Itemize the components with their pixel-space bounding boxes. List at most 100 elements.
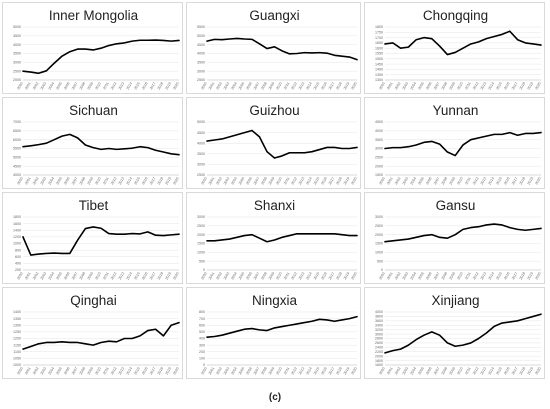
y-tick-label: 3500 <box>197 152 205 156</box>
y-tick-label: 2000 <box>375 164 383 168</box>
x-tick-label: 2003 <box>402 177 409 186</box>
x-tick-label: 2018 <box>335 82 342 91</box>
x-tick-label: 2003 <box>402 272 409 281</box>
series-line-0 <box>22 321 180 350</box>
chart-title: Chongqing <box>423 8 488 23</box>
chart-panel-guangxi: Guangxi 2500 3000 3500 4000 4500 5000 5500 2000 2… <box>186 2 361 94</box>
x-tick-label: 2013 <box>298 272 305 281</box>
y-tick-label: 1500 <box>197 242 205 246</box>
x-tick-label: 2012 <box>110 367 117 376</box>
x-tick-label: 2013 <box>480 272 487 281</box>
x-tick-label: 2017 <box>328 272 335 281</box>
y-tick-label: 4000 <box>13 173 21 177</box>
y-tick-label: 2000 <box>375 233 383 237</box>
y-tick-label: 300 <box>199 343 205 347</box>
x-tick-label: 2014 <box>488 82 495 91</box>
x-tick-label: 2016 <box>141 367 148 376</box>
x-tick-label: 2014 <box>305 82 312 91</box>
y-tick-label: 4500 <box>375 120 383 124</box>
x-tick-label: 2014 <box>488 367 495 376</box>
chart-ningxia: Ningxia 0 100 200 300 400 500 600 700 800 2000 2001… <box>199 293 358 376</box>
x-tick-label: 2008 <box>260 272 267 281</box>
x-tick-label: 2017 <box>149 177 156 186</box>
chart-panel-shanxi: Shanxi 0 500 1000 1500 2000 2500 3000 2000 2001 20… <box>186 192 361 284</box>
y-tick-label: 3000 <box>13 61 21 65</box>
x-tick-label: 2010 <box>456 177 463 186</box>
x-tick-label: 2019 <box>165 82 172 91</box>
x-tick-label: 2011 <box>283 82 290 91</box>
figure-caption: (c) <box>268 392 282 403</box>
x-tick-label: 2017 <box>328 82 335 91</box>
x-tick-label: 2001 <box>208 272 215 281</box>
chart-title: Shanxi <box>254 198 295 213</box>
x-tick-label: 2008 <box>79 82 86 91</box>
y-tick-label: 1800 <box>13 215 21 219</box>
series-line-0 <box>384 30 542 56</box>
x-tick-label: 2010 <box>456 82 463 91</box>
x-tick-label: 2014 <box>126 272 133 281</box>
x-tick-label: 2002 <box>32 367 39 376</box>
x-tick-label: 2007 <box>71 367 78 376</box>
x-tick-label: 2006 <box>245 82 252 91</box>
x-tick-label: 2012 <box>110 177 117 186</box>
y-tick-label: 1750 <box>375 31 383 35</box>
chart-title: Ningxia <box>252 293 298 308</box>
x-tick-label: 2008 <box>260 177 267 186</box>
x-tick-label: 2009 <box>268 82 275 91</box>
chart-title: Guangxi <box>249 8 299 23</box>
x-tick-label: 2003 <box>40 272 47 281</box>
x-tick-label: 2016 <box>320 367 327 376</box>
x-tick-label: 2020 <box>350 177 357 186</box>
y-tick-label: 500 <box>199 259 205 263</box>
y-tick-label: 1500 <box>375 57 383 61</box>
y-tick-label: 500 <box>199 330 205 334</box>
series-line-0 <box>206 37 358 61</box>
x-tick-label: 2008 <box>260 367 267 376</box>
x-tick-label: 2007 <box>433 177 440 186</box>
x-tick-label: 2012 <box>472 367 479 376</box>
x-tick-label: 2019 <box>165 367 172 376</box>
y-tick-label: 6000 <box>13 138 21 142</box>
y-tick-label: 600 <box>199 323 205 327</box>
x-tick-label: 2000 <box>378 82 385 91</box>
y-tick-label: 2200 <box>375 350 383 354</box>
y-tick-label: 4500 <box>13 34 21 38</box>
x-tick-label: 2012 <box>290 82 297 91</box>
x-tick-label: 2009 <box>449 272 456 281</box>
x-tick-label: 2003 <box>402 367 409 376</box>
x-tick-label: 2016 <box>320 177 327 186</box>
y-tick-label: 1000 <box>13 363 21 367</box>
x-tick-label: 2009 <box>87 177 94 186</box>
x-tick-label: 2002 <box>215 177 222 186</box>
x-tick-label: 2005 <box>238 82 245 91</box>
x-tick-label: 2001 <box>24 272 31 281</box>
y-tick-label: 1400 <box>13 228 21 232</box>
x-tick-label: 2010 <box>94 367 101 376</box>
x-tick-label: 2017 <box>328 177 335 186</box>
chart-title: Tibet <box>79 198 109 213</box>
x-tick-label: 2010 <box>94 82 101 91</box>
y-tick-label: 4000 <box>197 141 205 145</box>
y-tick-label: 1350 <box>13 317 21 321</box>
y-tick-label: 2500 <box>197 78 205 82</box>
chart-panel-xinjiang: Xinjiang 1600 1800 2000 2200 2400 2600 2800 3000… <box>364 287 545 379</box>
x-tick-label: 2000 <box>16 272 23 281</box>
x-tick-label: 2013 <box>480 367 487 376</box>
x-tick-label: 2005 <box>238 272 245 281</box>
x-tick-label: 2003 <box>40 367 47 376</box>
x-tick-label: 2015 <box>495 367 502 376</box>
y-tick-label: 600 <box>15 255 21 259</box>
x-tick-label: 2016 <box>141 82 148 91</box>
x-tick-label: 2012 <box>110 272 117 281</box>
y-tick-label: 2400 <box>375 346 383 350</box>
y-tick-label: 0 <box>203 268 205 272</box>
x-tick-label: 2002 <box>32 82 39 91</box>
y-tick-label: 2500 <box>13 69 21 73</box>
y-tick-label: 3000 <box>197 215 205 219</box>
x-tick-label: 2000 <box>16 367 23 376</box>
chart-title: Qinghai <box>70 293 117 308</box>
